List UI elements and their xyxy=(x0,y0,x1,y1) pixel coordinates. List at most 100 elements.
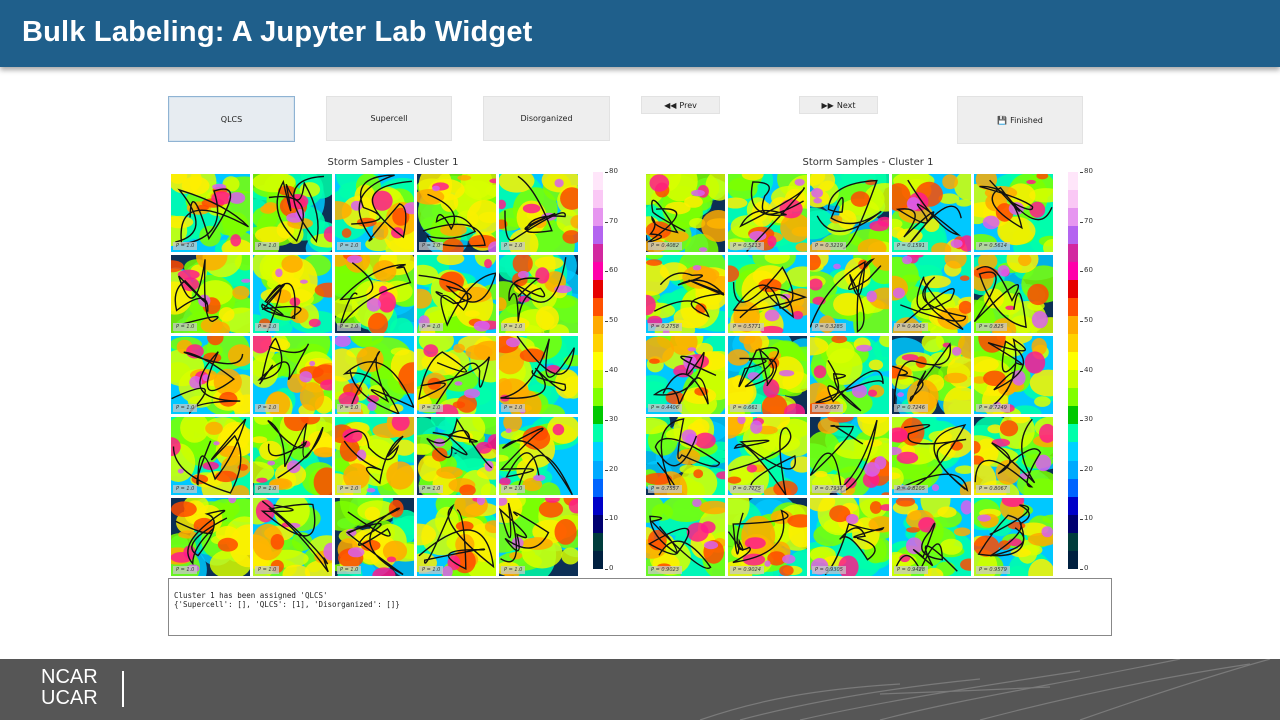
colorbar-segment xyxy=(1068,334,1078,353)
probability-label: P = 0.9305 xyxy=(812,566,846,574)
qlcs-button-label: QLCS xyxy=(220,114,243,124)
colorbar-segment xyxy=(1068,478,1078,497)
colorbar-segment xyxy=(1068,190,1078,209)
colorbar-tick-label: 80 xyxy=(1080,167,1093,175)
storm-sample-tile: P = 0.4082 xyxy=(646,174,725,252)
next-button[interactable]: ▶▶ Next xyxy=(799,96,878,114)
storm-sample-tile: P = 0.687 xyxy=(810,336,889,414)
output-line: Cluster 1 has been assigned 'QLCS' xyxy=(174,591,328,600)
colorbar-segment xyxy=(1068,262,1078,281)
radar-image xyxy=(253,417,332,495)
colorbar-segment xyxy=(593,532,603,551)
radar-image xyxy=(335,174,414,252)
probability-label: P = 0.8105 xyxy=(894,485,928,493)
colorbar-segment xyxy=(1068,532,1078,551)
probability-label: P = 1.0 xyxy=(337,485,362,493)
colorbar-segment xyxy=(1068,550,1078,569)
prev-button[interactable]: ◀◀ Prev xyxy=(641,96,720,114)
probability-label: P = 0.1591 xyxy=(894,242,928,250)
probability-label: P = 0.9024 xyxy=(730,566,764,574)
radar-image xyxy=(810,336,889,414)
radar-image xyxy=(892,498,971,576)
storm-sample-tile: P = 1.0 xyxy=(171,498,250,576)
storm-sample-tile: P = 1.0 xyxy=(253,336,332,414)
storm-sample-tile: P = 0.7249 xyxy=(974,336,1053,414)
colorbar-segment xyxy=(593,316,603,335)
supercell-button[interactable]: Supercell xyxy=(326,96,452,141)
forward-icon: ▶▶ xyxy=(821,100,834,110)
radar-image xyxy=(892,336,971,414)
panel-title: Storm Samples - Cluster 1 xyxy=(802,157,934,168)
radar-image xyxy=(417,498,496,576)
probability-label: P = 1.0 xyxy=(419,323,444,331)
finished-button[interactable]: 💾 Finished xyxy=(957,96,1083,144)
colorbar-segment xyxy=(1068,244,1078,263)
radar-image xyxy=(646,255,725,333)
colorbar-segment xyxy=(593,280,603,299)
colorbar-segment xyxy=(593,460,603,479)
radar-image xyxy=(892,417,971,495)
probability-label: P = 1.0 xyxy=(173,242,198,250)
storm-sample-tile: P = 0.4406 xyxy=(646,336,725,414)
cluster-panel-right: Storm Samples - Cluster 1 P = 0.4082 P = … xyxy=(643,155,1093,576)
probability-label: P = 0.8067 xyxy=(976,485,1010,493)
colorbar-tick-label: 30 xyxy=(605,415,618,424)
storm-sample-tile: P = 1.0 xyxy=(253,498,332,576)
storm-sample-tile: P = 0.7775 xyxy=(728,417,807,495)
storm-sample-tile: P = 0.3219 xyxy=(810,174,889,252)
probability-label: P = 1.0 xyxy=(501,323,526,331)
colorbar-segment xyxy=(1068,370,1078,389)
colorbar-segment xyxy=(1068,352,1078,371)
storm-sample-tile: P = 0.661 xyxy=(728,336,807,414)
probability-label: P = 0.825 xyxy=(976,323,1007,331)
probability-label: P = 1.0 xyxy=(337,242,362,250)
radar-image xyxy=(417,255,496,333)
radar-image xyxy=(646,498,725,576)
storm-sample-tile: P = 0.9579 xyxy=(974,498,1053,576)
probability-label: P = 0.661 xyxy=(730,404,761,412)
probability-label: P = 1.0 xyxy=(173,485,198,493)
probability-label: P = 1.0 xyxy=(255,566,280,574)
radar-image xyxy=(335,498,414,576)
qlcs-button[interactable]: QLCS xyxy=(168,96,295,142)
colorbar-segment xyxy=(1068,406,1078,425)
storm-sample-tile: P = 0.2758 xyxy=(646,255,725,333)
colorbar-segment xyxy=(593,190,603,209)
colorbar-segment xyxy=(593,334,603,353)
probability-label: P = 1.0 xyxy=(337,323,362,331)
reflectivity-colorbar xyxy=(1068,172,1078,569)
probability-label: P = 0.5771 xyxy=(730,323,764,331)
radar-image xyxy=(728,336,807,414)
storm-sample-tile: P = 0.9305 xyxy=(810,498,889,576)
probability-label: P = 0.3219 xyxy=(812,242,846,250)
storm-sample-tile: P = 0.5771 xyxy=(728,255,807,333)
storm-sample-tile: P = 0.825 xyxy=(974,255,1053,333)
probability-label: P = 1.0 xyxy=(419,404,444,412)
widget-output-area: Cluster 1 has been assigned 'QLCS' {'Sup… xyxy=(168,578,1112,636)
storm-sample-tile: P = 0.7246 xyxy=(892,336,971,414)
storm-sample-tile: P = 0.9024 xyxy=(728,498,807,576)
colorbar-segment xyxy=(1068,514,1078,533)
probability-label: P = 1.0 xyxy=(255,242,280,250)
probability-label: P = 0.687 xyxy=(812,404,843,412)
radar-image xyxy=(499,417,578,495)
radar-image xyxy=(335,336,414,414)
disorganized-button[interactable]: Disorganized xyxy=(483,96,610,141)
radar-image xyxy=(335,417,414,495)
colorbar-segment xyxy=(593,442,603,461)
radar-image xyxy=(499,336,578,414)
colorbar-segment xyxy=(1068,280,1078,299)
storm-sample-tile: P = 1.0 xyxy=(335,255,414,333)
colorbar-segment xyxy=(1068,208,1078,227)
storm-sample-tile: P = 1.0 xyxy=(499,498,578,576)
footer-bar: NCAR UCAR xyxy=(0,659,1280,720)
colorbar-tick-label: 40 xyxy=(1080,365,1093,374)
colorbar-segment xyxy=(593,172,603,191)
storm-sample-tile: P = 0.8067 xyxy=(974,417,1053,495)
storm-sample-tile: P = 1.0 xyxy=(253,417,332,495)
colorbar-tick-label: 10 xyxy=(605,514,618,523)
probability-label: P = 0.7775 xyxy=(730,485,764,493)
probability-label: P = 0.9579 xyxy=(976,566,1010,574)
radar-image xyxy=(728,417,807,495)
radar-image xyxy=(892,255,971,333)
